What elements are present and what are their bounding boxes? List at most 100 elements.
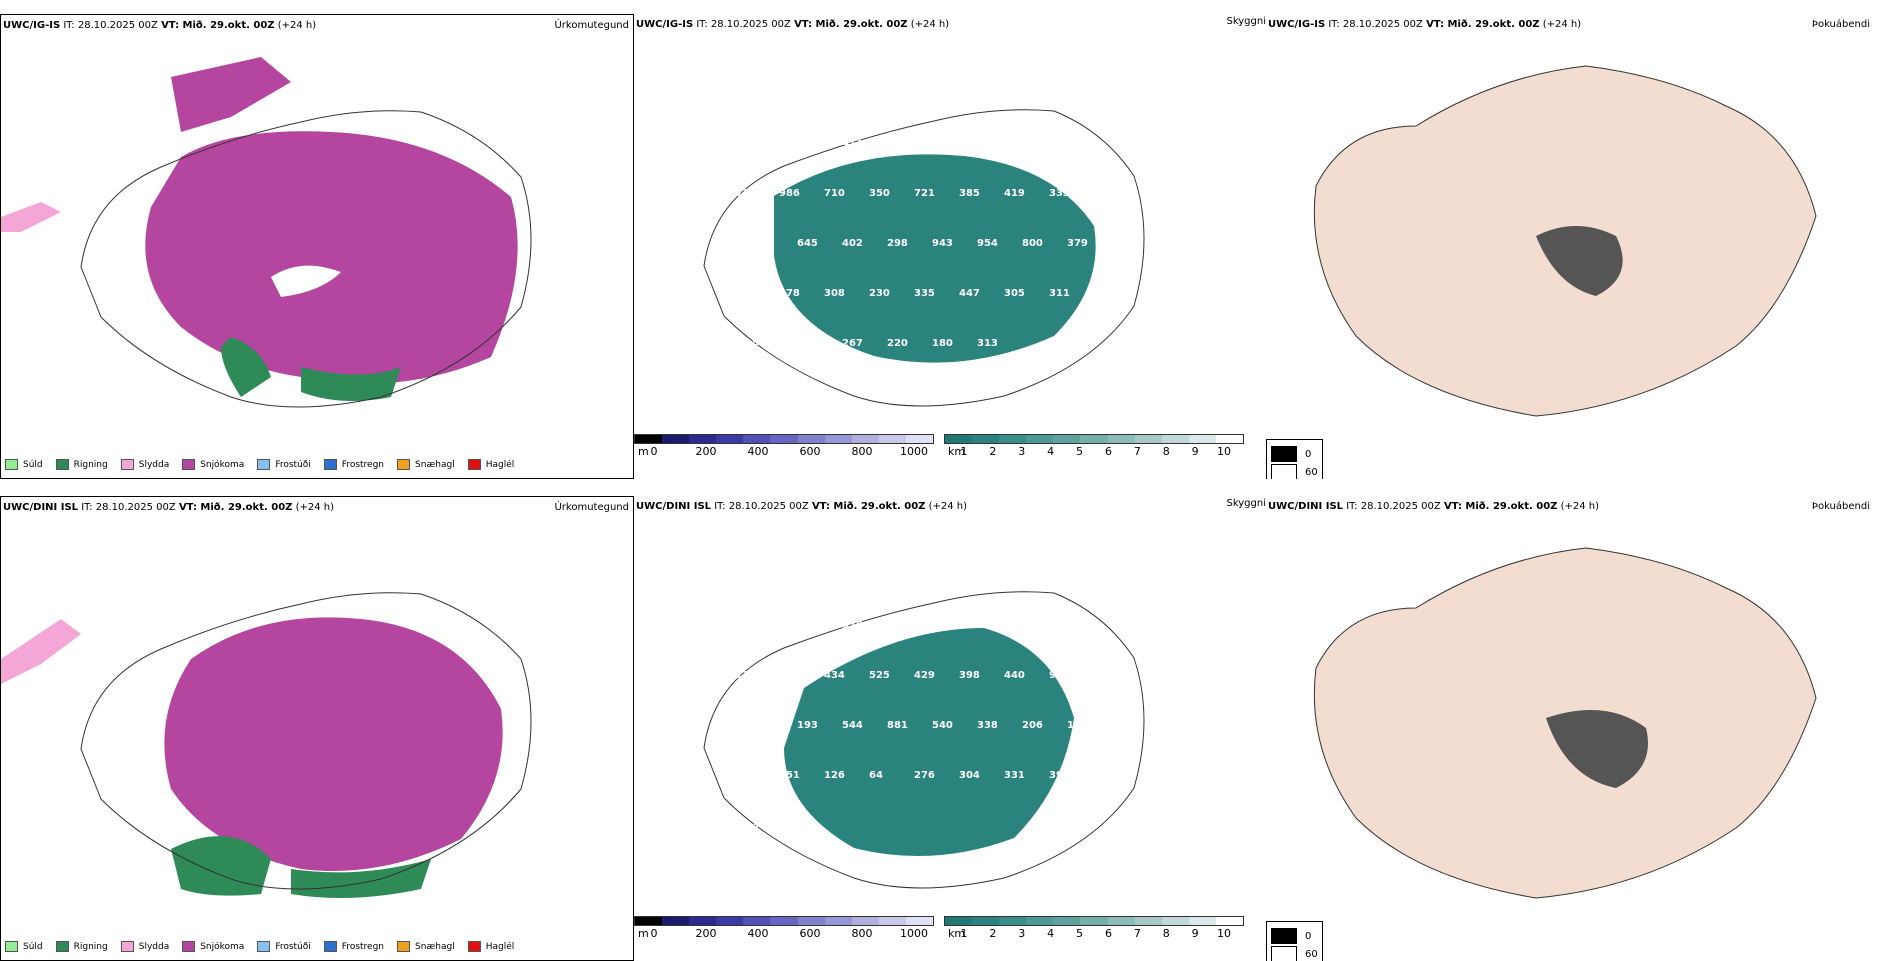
cloudbase-value-label: 904 [779, 570, 800, 581]
cloudbase-value-label: 331 [1004, 770, 1025, 781]
legend-item: Frostúði [257, 941, 311, 952]
cloudbase-value-label: 350 [869, 188, 890, 199]
visibility-colorbar: km 1 2 3 4 5 6 7 8 9 10 [944, 434, 1244, 458]
colorbar-unit: m [638, 927, 649, 940]
cloudbase-value-label: 984 [887, 138, 908, 149]
colorbar-tick: 9 [1191, 927, 1199, 940]
colorbar-segment [662, 435, 690, 443]
field-title: Skyggni [1226, 16, 1266, 27]
colorbar-segment [824, 435, 852, 443]
cloudbase-value-label: 276 [914, 770, 935, 781]
visibility-map: 212 146 838 142 315 129 897 547 183 896 411 984 437 5… [703, 88, 1145, 407]
colorbar-tick: 7 [1133, 445, 1141, 458]
cloudbase-value-label: 478 [779, 288, 800, 299]
colorbar-tick: 4 [1047, 445, 1055, 458]
precip-legend: Súld Rigning Slydda Snjókoma Frostúði Fr… [5, 459, 514, 470]
fog-panel-bottom: UWC/DINI ISL IT: 28.10.2025 00Z VT: Mið.… [1266, 496, 1900, 961]
cloudbase-ticks: m 0 200 400 600 800 1000 [634, 444, 934, 458]
field-title: Þokuábendi [1811, 19, 1870, 30]
cloudbase-value-label: 142 [869, 88, 890, 99]
precip-map [1, 592, 532, 898]
legend-item: Haglél [467, 941, 514, 952]
colorbar-segment [1134, 435, 1162, 443]
colorbar-tick: 10 [1217, 927, 1231, 940]
cloudbase-value-label: 429 [914, 670, 935, 681]
cloudbase-value-label: 437 [932, 138, 953, 149]
panel-header: UWC/IG-IS IT: 28.10.2025 00Z VT: Mið. 29… [1268, 19, 1582, 30]
colorbar-segment [1188, 435, 1216, 443]
colorbar-segment [972, 435, 1000, 443]
cloudbase-value-label: 398 [959, 670, 980, 681]
colorbar-segment [1026, 917, 1054, 925]
cloudbase-value-label: 578 [842, 620, 863, 631]
colorbar-segment [635, 435, 663, 443]
field-title: Úrkomutegund [554, 20, 629, 31]
visibility-colorbar: km 1 2 3 4 5 6 7 8 9 10 [944, 916, 1244, 940]
colorbar-tick: 400 [747, 445, 769, 458]
colorbar-segment [1107, 435, 1135, 443]
colorbar-tick: 0 [650, 445, 658, 458]
cloudbase-value-label: 298 [887, 238, 908, 249]
colorbar-segment [662, 917, 690, 925]
cloudbase-value-label: 897 [1004, 88, 1025, 99]
colorbar-segment [1026, 435, 1054, 443]
colorbar-segment [716, 917, 744, 925]
legend-item: Snæhagl [397, 941, 455, 952]
cloudbase-value-label: 402 [842, 238, 863, 249]
colorbar-tick: 800 [851, 445, 873, 458]
cloudbase-value-label: 206 [1022, 720, 1043, 731]
colorbar-unit: m [638, 445, 649, 458]
cloudbase-value-label: 343 [734, 570, 755, 581]
legend-item: Haglél [467, 459, 514, 470]
colorbar-tick: 600 [799, 445, 821, 458]
cloudbase-value-label: 193 [797, 720, 818, 731]
cloudbase-value-label: 920 [1067, 620, 1088, 631]
panel-header: UWC/IG-IS IT: 28.10.2025 00Z VT: Mið. 29… [636, 19, 950, 30]
colorbar-segment [851, 435, 879, 443]
visibility-bar [944, 916, 1244, 926]
cloudbase-bar [634, 916, 934, 926]
precip-panel-top: UWC/IG-IS IT: 28.10.2025 00Z VT: Mið. 29… [0, 14, 634, 479]
panel-header: UWC/DINI ISL IT: 28.10.2025 00Z VT: Mið.… [1268, 501, 1600, 512]
legend-item: Rigning [55, 459, 108, 470]
cloudbase-value-label: 710 [824, 188, 845, 199]
cloudbase-value-label: 540 [932, 720, 953, 731]
cloudbase-value-label: 954 [977, 238, 998, 249]
colorbar-segment [689, 917, 717, 925]
cloudbase-value-label: 838 [824, 88, 845, 99]
cloudbase-value-label: 305 [1004, 288, 1025, 299]
colorbar-segment [851, 917, 879, 925]
cloudbase-value-label: 311 [1049, 288, 1070, 299]
visibility-map: 343 904 210 111 106 988 953 869 985 656 578 903 562 9… [703, 570, 1145, 889]
cloudbase-value-label: 64 [869, 770, 883, 781]
colorbar-tick: 0 [650, 927, 658, 940]
cloudbase-value-label: 315 [914, 88, 935, 99]
colorbar-tick: 6 [1104, 927, 1112, 940]
colorbar-tick: 400 [747, 927, 769, 940]
cloudbase-value-label: 988 [959, 570, 980, 581]
cloudbase-value-label: 869 [1049, 570, 1070, 581]
cloudbase-value-label: 106 [914, 570, 935, 581]
colorbar-segment [716, 435, 744, 443]
colorbar-unit: km [948, 927, 966, 940]
visibility-ticks: km 1 2 3 4 5 6 7 8 9 10 [944, 444, 1244, 458]
cloudbase-value-label: 881 [887, 720, 908, 731]
cloudbase-value-label: 212 [734, 88, 755, 99]
colorbar-segment [743, 917, 771, 925]
fog-panel-top: UWC/IG-IS IT: 28.10.2025 00Z VT: Mið. 29… [1266, 14, 1900, 479]
cloudbase-value-label: 447 [959, 288, 980, 299]
legend-item: Frostregn [323, 941, 384, 952]
colorbar-segment [635, 917, 663, 925]
cloudbase-value-label: 419 [1004, 188, 1025, 199]
colorbar-tick: 1000 [900, 445, 928, 458]
cloudbase-value-label: 304 [959, 770, 980, 781]
cloudbase-value-label: 562 [932, 620, 953, 631]
visibility-panel-bottom: UWC/DINI ISL IT: 28.10.2025 00Z VT: Mið.… [634, 496, 1268, 961]
cloudbase-value-label: 302 [752, 820, 773, 831]
colorbar-tick: 3 [1018, 445, 1026, 458]
colorbar-segment [1188, 917, 1216, 925]
colorbar-tick: 8 [1162, 445, 1170, 458]
colorbar-segment [1215, 917, 1244, 925]
field-title: Þokuábendi [1811, 501, 1870, 512]
panel-header: UWC/DINI ISL IT: 28.10.2025 00Z VT: Mið.… [636, 501, 968, 512]
